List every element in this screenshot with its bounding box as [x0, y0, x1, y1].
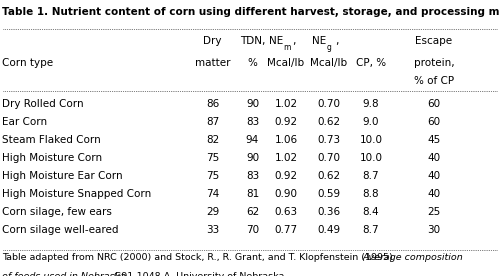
Text: 40: 40: [428, 153, 440, 163]
Text: 30: 30: [428, 225, 440, 235]
Text: Corn silage, few ears: Corn silage, few ears: [2, 207, 112, 217]
Text: 0.90: 0.90: [274, 189, 297, 199]
Text: 0.73: 0.73: [318, 135, 340, 145]
Text: TDN,: TDN,: [240, 36, 265, 46]
Text: m: m: [284, 43, 291, 52]
Text: Ear Corn: Ear Corn: [2, 117, 48, 127]
Text: 0.36: 0.36: [318, 207, 340, 217]
Text: matter: matter: [195, 58, 230, 68]
Text: Mcal/lb: Mcal/lb: [310, 58, 348, 68]
Text: 1.06: 1.06: [274, 135, 297, 145]
Text: 0.92: 0.92: [274, 117, 297, 127]
Text: Corn silage well-eared: Corn silage well-eared: [2, 225, 119, 235]
Text: NE: NE: [312, 36, 326, 46]
Text: 40: 40: [428, 171, 440, 181]
Text: 74: 74: [206, 189, 219, 199]
Text: Corn type: Corn type: [2, 58, 54, 68]
Text: 0.62: 0.62: [318, 117, 340, 127]
Text: 87: 87: [206, 117, 219, 127]
Text: 0.70: 0.70: [318, 99, 340, 109]
Text: 60: 60: [428, 99, 440, 109]
Text: 90: 90: [246, 153, 259, 163]
Text: 1.02: 1.02: [274, 99, 297, 109]
Text: 0.77: 0.77: [274, 225, 297, 235]
Text: CP, %: CP, %: [356, 58, 386, 68]
Text: . G91-1048-A. University of Nebraska.: . G91-1048-A. University of Nebraska.: [108, 272, 287, 276]
Text: 0.49: 0.49: [318, 225, 340, 235]
Text: 94: 94: [246, 135, 259, 145]
Text: ,: ,: [335, 36, 338, 46]
Text: Average composition: Average composition: [362, 253, 463, 262]
Text: 10.0: 10.0: [360, 153, 382, 163]
Text: Mcal/lb: Mcal/lb: [268, 58, 304, 68]
Text: Steam Flaked Corn: Steam Flaked Corn: [2, 135, 101, 145]
Text: 0.59: 0.59: [318, 189, 340, 199]
Text: High Moisture Ear Corn: High Moisture Ear Corn: [2, 171, 123, 181]
Text: 0.63: 0.63: [274, 207, 297, 217]
Text: 9.8: 9.8: [362, 99, 380, 109]
Text: High Moisture Corn: High Moisture Corn: [2, 153, 102, 163]
Text: Table adapted from NRC (2000) and Stock, R., R. Grant, and T. Klopfenstein (1995: Table adapted from NRC (2000) and Stock,…: [2, 253, 396, 262]
Text: Table 1. Nutrient content of corn using different harvest, storage, and processi: Table 1. Nutrient content of corn using …: [2, 7, 500, 17]
Text: 83: 83: [246, 171, 259, 181]
Text: 25: 25: [428, 207, 440, 217]
Text: 0.70: 0.70: [318, 153, 340, 163]
Text: of feeds used in Nebraska: of feeds used in Nebraska: [2, 272, 126, 276]
Text: Dry Rolled Corn: Dry Rolled Corn: [2, 99, 84, 109]
Text: 10.0: 10.0: [360, 135, 382, 145]
Text: 90: 90: [246, 99, 259, 109]
Text: ,: ,: [292, 36, 296, 46]
Text: 83: 83: [246, 117, 259, 127]
Text: Dry: Dry: [203, 36, 222, 46]
Text: NE: NE: [269, 36, 283, 46]
Text: 8.8: 8.8: [362, 189, 380, 199]
Text: protein,: protein,: [414, 58, 455, 68]
Text: 81: 81: [246, 189, 259, 199]
Text: 8.7: 8.7: [362, 171, 380, 181]
Text: High Moisture Snapped Corn: High Moisture Snapped Corn: [2, 189, 152, 199]
Text: g: g: [326, 43, 332, 52]
Text: 0.92: 0.92: [274, 171, 297, 181]
Text: 82: 82: [206, 135, 219, 145]
Text: 33: 33: [206, 225, 219, 235]
Text: 0.62: 0.62: [318, 171, 340, 181]
Text: 60: 60: [428, 117, 440, 127]
Text: 86: 86: [206, 99, 219, 109]
Text: 62: 62: [246, 207, 259, 217]
Text: 8.4: 8.4: [362, 207, 380, 217]
Text: 8.7: 8.7: [362, 225, 380, 235]
Text: % of CP: % of CP: [414, 76, 454, 86]
Text: 75: 75: [206, 153, 219, 163]
Text: %: %: [248, 58, 258, 68]
Text: 29: 29: [206, 207, 219, 217]
Text: 40: 40: [428, 189, 440, 199]
Text: 1.02: 1.02: [274, 153, 297, 163]
Text: 9.0: 9.0: [363, 117, 380, 127]
Text: 70: 70: [246, 225, 259, 235]
Text: 75: 75: [206, 171, 219, 181]
Text: Escape: Escape: [416, 36, 453, 46]
Text: 45: 45: [428, 135, 440, 145]
